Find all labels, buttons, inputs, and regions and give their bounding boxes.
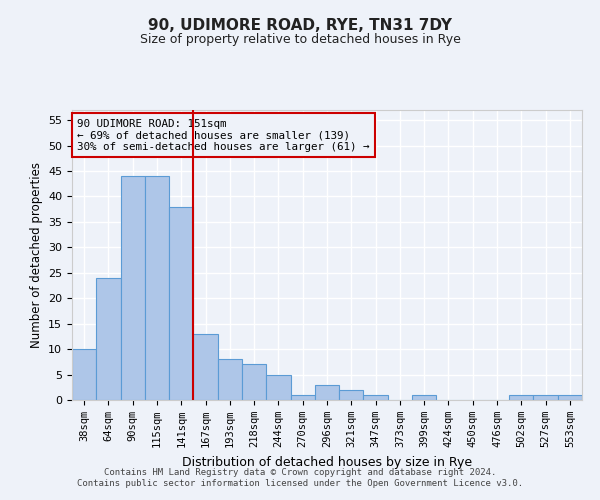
Bar xyxy=(509,395,533,400)
Y-axis label: Number of detached properties: Number of detached properties xyxy=(29,162,43,348)
Bar xyxy=(242,364,266,400)
Bar xyxy=(364,395,388,400)
Bar xyxy=(266,374,290,400)
Bar xyxy=(169,206,193,400)
Bar xyxy=(121,176,145,400)
Text: Contains HM Land Registry data © Crown copyright and database right 2024.
Contai: Contains HM Land Registry data © Crown c… xyxy=(77,468,523,487)
Bar xyxy=(533,395,558,400)
Bar xyxy=(218,360,242,400)
Bar xyxy=(290,395,315,400)
Text: 90 UDIMORE ROAD: 151sqm
← 69% of detached houses are smaller (139)
30% of semi-d: 90 UDIMORE ROAD: 151sqm ← 69% of detache… xyxy=(77,118,370,152)
X-axis label: Distribution of detached houses by size in Rye: Distribution of detached houses by size … xyxy=(182,456,472,468)
Bar xyxy=(193,334,218,400)
Bar xyxy=(145,176,169,400)
Bar xyxy=(339,390,364,400)
Bar xyxy=(315,384,339,400)
Bar xyxy=(96,278,121,400)
Text: Size of property relative to detached houses in Rye: Size of property relative to detached ho… xyxy=(140,32,460,46)
Bar xyxy=(72,349,96,400)
Text: 90, UDIMORE ROAD, RYE, TN31 7DY: 90, UDIMORE ROAD, RYE, TN31 7DY xyxy=(148,18,452,32)
Bar xyxy=(558,395,582,400)
Bar xyxy=(412,395,436,400)
